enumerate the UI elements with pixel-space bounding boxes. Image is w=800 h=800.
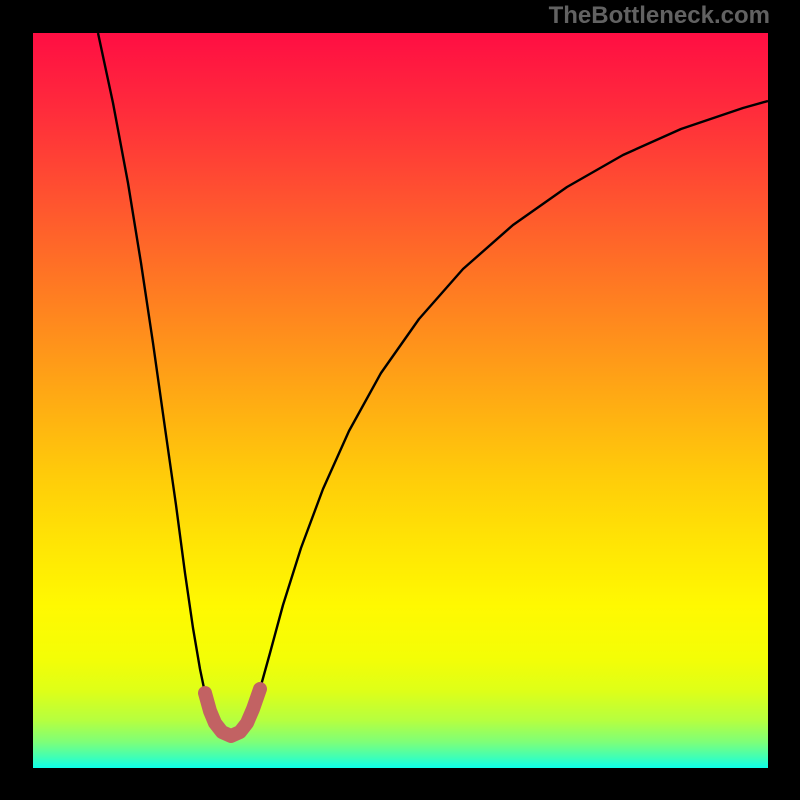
watermark-text: TheBottleneck.com — [549, 2, 770, 30]
minimum-marker — [205, 689, 260, 736]
plot-area — [33, 33, 768, 768]
chart-frame: TheBottleneck.com — [0, 0, 800, 800]
curve-layer — [33, 33, 768, 768]
bottleneck-curve — [98, 33, 768, 736]
